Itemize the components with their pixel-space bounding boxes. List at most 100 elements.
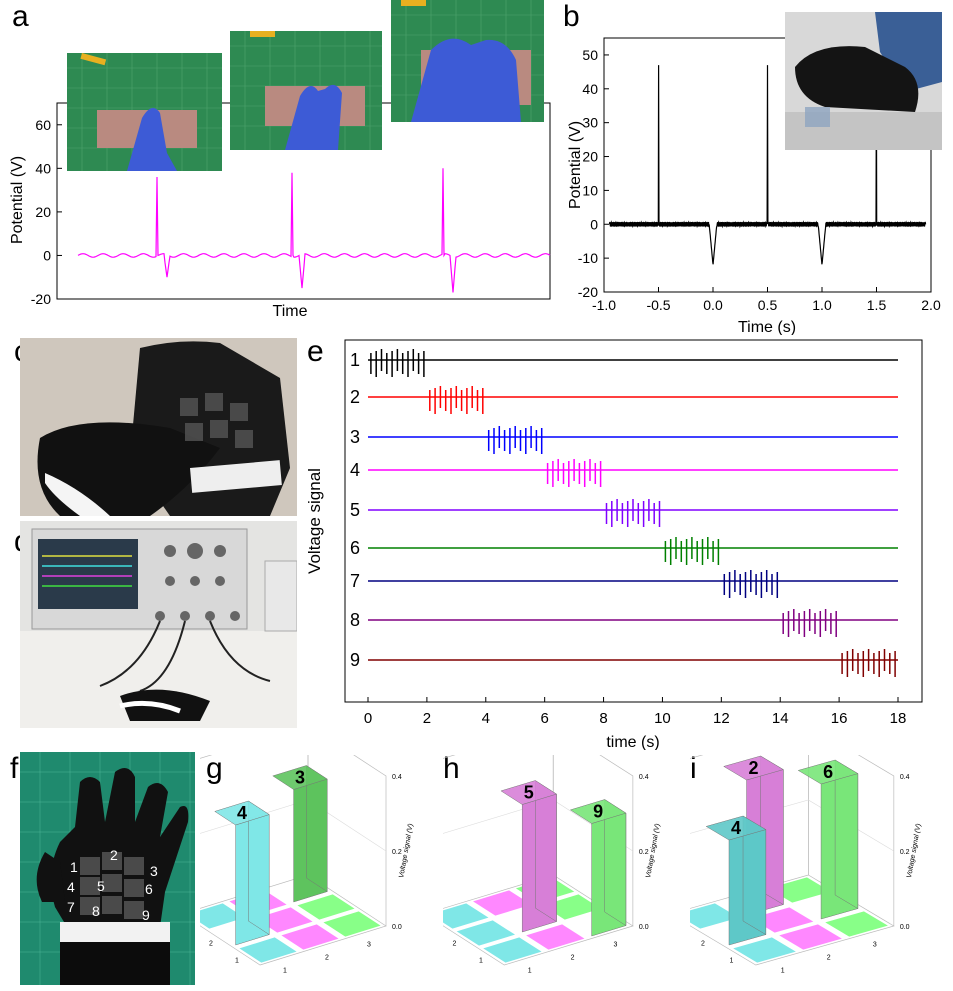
chart-e-xtick-label: 4 xyxy=(482,710,490,727)
chart-b-ytick-label: 0 xyxy=(590,216,598,232)
panel-label-f: f xyxy=(10,752,19,785)
chart-a-ylabel: Potential (V) xyxy=(9,156,26,244)
panel-label-g: g xyxy=(206,752,223,785)
chart-g-xgrid-label: 2 xyxy=(325,955,329,962)
chart-h-bar-side xyxy=(535,780,557,923)
chart-g-bar-top xyxy=(272,765,328,790)
chart-i-bar-label: 4 xyxy=(731,818,741,838)
chart-e-series-line xyxy=(368,426,898,454)
chart-h-xgrid-label: 1 xyxy=(528,968,532,975)
chart-e-xtick-label: 12 xyxy=(713,710,730,727)
chart-e-xtick-label: 14 xyxy=(772,710,789,727)
chart-a-series-line xyxy=(77,168,551,293)
photo-gloves-touch xyxy=(20,338,297,516)
chart-i-ztick-label: 0.4 xyxy=(900,774,910,781)
chart-e-series-label: 5 xyxy=(350,500,360,520)
chart-e-series-label: 8 xyxy=(350,610,360,630)
chart-e-xtick-label: 16 xyxy=(831,710,848,727)
chart-e-series-line xyxy=(368,386,898,414)
chart-g-bar-label: 4 xyxy=(237,803,247,823)
chart-h-bar-label: 9 xyxy=(593,802,603,822)
chart-e-series-label: 9 xyxy=(350,650,360,670)
chart-h-bar-top xyxy=(500,780,558,805)
photo-hand-full-palm xyxy=(391,0,544,122)
chart-b-xtick-label: -1.0 xyxy=(592,297,616,313)
photo-shoe-stepping xyxy=(785,12,942,150)
chart-h-ygrid-label: 2 xyxy=(452,941,456,948)
glove-sensor-label: 2 xyxy=(110,847,118,863)
chart-g-ztick-label: 0.4 xyxy=(392,774,402,781)
chart-i-tile xyxy=(825,911,888,937)
chart-i-ztick-label: 0.0 xyxy=(900,924,910,931)
chart-b-ytick-label: 20 xyxy=(582,149,598,165)
chart-h-xgrid-label: 3 xyxy=(613,942,617,949)
chart-i-bar-label: 2 xyxy=(749,758,759,778)
panel-label-h: h xyxy=(443,752,460,785)
chart-i-xgrid-label: 1 xyxy=(781,968,785,975)
chart-b-xtick-label: 0.5 xyxy=(758,297,778,313)
glove-sensor-label: 8 xyxy=(92,903,100,919)
chart-g-ygrid-label: 1 xyxy=(235,958,239,965)
chart-h-ztick-label: 0.0 xyxy=(639,924,649,931)
chart-e-series-label: 6 xyxy=(350,538,360,558)
chart-h-ztick-label: 0.4 xyxy=(639,774,649,781)
chart-g-ztick-label: 0.2 xyxy=(392,849,402,856)
chart-a-ytick-label: 60 xyxy=(35,117,51,133)
chart-e-xtick-label: 8 xyxy=(599,710,607,727)
photo-hand-two-fingers xyxy=(230,31,382,150)
chart-g-bar-label: 3 xyxy=(295,768,305,788)
chart-g-tile xyxy=(255,907,313,933)
chart-h-tile xyxy=(526,924,585,950)
chart-g-tile xyxy=(239,937,297,963)
chart-e-series-line xyxy=(368,649,898,677)
chart-g-xgrid-label: 3 xyxy=(367,942,371,949)
glove-sensor-label: 6 xyxy=(145,881,153,897)
chart-e-series-label: 4 xyxy=(350,460,360,480)
chart-h-tile xyxy=(456,920,516,946)
chart-i-bar-top xyxy=(705,815,767,841)
chart-b-ytick-label: 40 xyxy=(582,81,598,97)
chart-e-xtick-label: 10 xyxy=(654,710,671,727)
glove-sensor-label: 1 xyxy=(70,859,78,875)
chart-e-series-line xyxy=(368,537,898,565)
panel-label-e: e xyxy=(307,335,324,368)
chart-a-ytick-label: 40 xyxy=(35,160,51,176)
chart-e-xtick-label: 6 xyxy=(540,710,548,727)
chart-b-ytick-label: 50 xyxy=(582,47,598,63)
chart-h-tile xyxy=(473,890,532,916)
chart-i-tile xyxy=(779,924,842,950)
chart-h-ygrid-label: 1 xyxy=(479,958,483,965)
chart-g-ztick-label: 0.0 xyxy=(392,924,402,931)
chart-h-bar-label: 5 xyxy=(524,783,534,803)
chart-i-ztick-label: 0.2 xyxy=(900,849,910,856)
chart-i-xgrid-label: 3 xyxy=(873,942,877,949)
chart-e-xlabel: time (s) xyxy=(606,734,659,750)
panel-label-i: i xyxy=(690,752,697,785)
chart-i-bar-top xyxy=(723,755,784,781)
chart-e-series-line xyxy=(368,349,898,377)
chart-e-series-label: 3 xyxy=(350,427,360,447)
chart-b-xtick-label: 2.0 xyxy=(921,297,941,313)
chart-e-ylabel: Voltage signal xyxy=(305,468,324,574)
chart-a-ytick-label: -20 xyxy=(31,291,51,307)
glove-sensor-label: 7 xyxy=(67,899,75,915)
chart-h-tile xyxy=(542,894,601,920)
chart-e-series-line xyxy=(368,570,898,598)
chart-g-xgrid-label: 1 xyxy=(283,968,287,975)
chart-a-xlabel: Time xyxy=(273,303,308,320)
chart-b-xlabel: Time (s) xyxy=(738,319,796,335)
chart-i-ygrid-label: 2 xyxy=(701,941,705,948)
chart-b-series-line xyxy=(608,65,927,265)
chart-i-xgrid-label: 2 xyxy=(827,955,831,962)
chart-b-ytick-label: 10 xyxy=(582,182,598,198)
chart-e-xtick-label: 18 xyxy=(890,710,907,727)
chart-i-ygrid-label: 1 xyxy=(730,958,734,965)
chart-e-series-line xyxy=(368,459,898,487)
chart-g-tile xyxy=(200,903,245,929)
chart-b-xtick-label: 1.0 xyxy=(812,297,832,313)
chart-b: -20 -10 0 10 20 30 40 50 -1.0 -0.5 0.0 0.5 1.0 1.5 2.0… xyxy=(567,37,941,335)
chart-i-bar-side xyxy=(834,759,859,910)
